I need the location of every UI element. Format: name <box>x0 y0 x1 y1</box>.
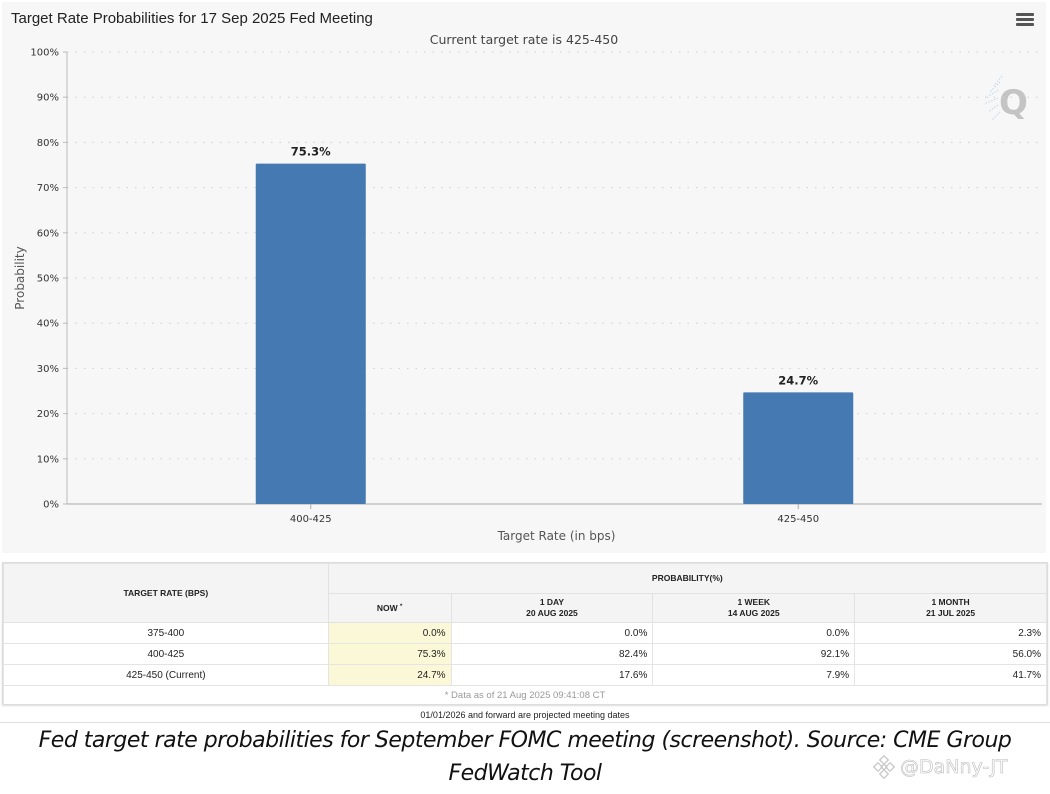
value-cell: 41.7% <box>854 664 1047 686</box>
q-logo-icon: Q <box>983 75 1028 123</box>
x-axis-title: Target Rate (in bps) <box>497 529 616 543</box>
bar-400-425 <box>255 163 366 505</box>
value-cell: 0.0% <box>450 622 654 644</box>
value-cell-now: 24.7% <box>327 664 452 686</box>
y-tick-label: 20% <box>37 409 59 420</box>
target-rate-header: TARGET RATE (BPS) <box>3 563 329 623</box>
author-handle: @DaNny-JT <box>900 756 1008 779</box>
value-cell: 0.0% <box>652 622 856 644</box>
figure-caption: Fed target rate probabilities for Septem… <box>0 724 1050 790</box>
col-header-1week: 1 WEEK 14 AUG 2025 <box>652 593 856 623</box>
data-timestamp-note: * Data as of 21 Aug 2025 09:41:08 CT <box>3 685 1047 706</box>
probability-table-container: TARGET RATE (BPS) PROBABILITY(%) NOW * 1… <box>2 562 1048 706</box>
y-tick-label: 70% <box>37 183 59 194</box>
divider <box>0 722 1050 723</box>
table-row: 400-425 75.3% 82.4% 92.1% 56.0% <box>3 643 1047 665</box>
probability-table: TARGET RATE (BPS) PROBABILITY(%) NOW * 1… <box>3 563 1048 706</box>
table-row: 425-450 (Current) 24.7% 17.6% 7.9% 41.7% <box>3 664 1047 686</box>
chart-panel: Target Rate Probabilities for 17 Sep 202… <box>2 2 1046 553</box>
rate-cell: 425-450 (Current) <box>3 664 329 686</box>
y-tick-label: 60% <box>37 228 59 239</box>
value-cell: 82.4% <box>450 643 654 665</box>
rate-cell: 375-400 <box>3 622 329 644</box>
chart-subtitle: Current target rate is 425-450 <box>429 32 619 47</box>
x-tick-label: 400-425 <box>290 514 332 525</box>
y-tick-label: 50% <box>37 274 59 285</box>
bars <box>255 163 854 505</box>
table-row: 375-400 0.0% 0.0% 0.0% 2.3% <box>3 622 1047 644</box>
bar-425-450 <box>743 392 854 504</box>
gridlines <box>67 51 1042 460</box>
y-tick-label: 30% <box>37 364 59 375</box>
binance-logo-icon <box>872 755 896 779</box>
value-cell: 7.9% <box>652 664 856 686</box>
author-credit: @DaNny-JT <box>872 755 1008 779</box>
value-cell-now: 0.0% <box>327 622 452 644</box>
probability-group-header: PROBABILITY(%) <box>327 563 1048 594</box>
col-header-now: NOW * <box>327 593 452 623</box>
y-tick-label: 0% <box>43 500 59 511</box>
caption-line-1: Fed target rate probabilities for Septem… <box>38 728 1012 753</box>
chart-title: Target Rate Probabilities for 17 Sep 202… <box>11 10 373 27</box>
svg-text:Q: Q <box>999 83 1028 123</box>
axes <box>63 51 1042 509</box>
y-tick-label: 10% <box>37 454 59 465</box>
value-cell: 2.3% <box>854 622 1047 644</box>
value-cell: 56.0% <box>854 643 1047 665</box>
y-tick-label: 100% <box>30 48 59 59</box>
value-cell: 92.1% <box>652 643 856 665</box>
labels: 0% 10% 20% 30% 40% 50% 60% 70% 80% 90% 100% 75.3% 40… <box>13 48 819 544</box>
y-tick-label: 80% <box>37 138 59 149</box>
col-header-1month: 1 MONTH 21 JUL 2025 <box>854 593 1047 623</box>
x-tick-label: 425-450 <box>777 514 819 525</box>
bar-chart: 0% 10% 20% 30% 40% 50% 60% 70% 80% 90% 100% 75.3% 40… <box>13 48 1042 544</box>
projected-dates-note: 01/01/2026 and forward are projected mee… <box>420 710 630 720</box>
data-label: 24.7% <box>778 373 818 387</box>
rate-cell: 400-425 <box>3 643 329 665</box>
data-label: 75.3% <box>291 145 331 159</box>
y-tick-label: 40% <box>37 319 59 330</box>
y-tick-label: 90% <box>37 93 59 104</box>
value-cell-now: 75.3% <box>327 643 452 665</box>
y-axis-title: Probability <box>13 246 27 309</box>
caption-line-2: FedWatch Tool <box>448 761 602 786</box>
col-header-1day: 1 DAY 20 AUG 2025 <box>450 593 654 623</box>
hamburger-menu-icon[interactable] <box>1016 13 1034 27</box>
value-cell: 17.6% <box>450 664 654 686</box>
